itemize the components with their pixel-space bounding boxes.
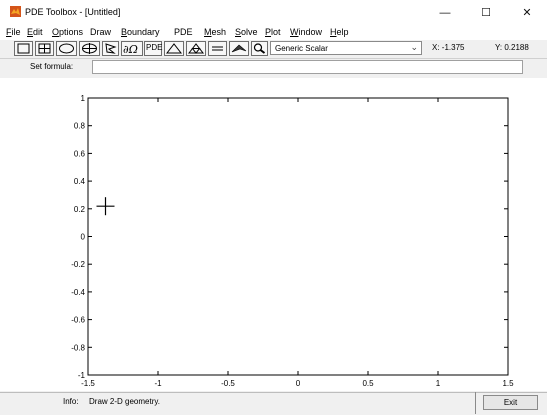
menu-window[interactable]: Window [290,27,323,37]
centered-ellipse-icon[interactable] [79,41,100,56]
menu-file[interactable]: File [6,27,21,37]
y-tick-label: 1 [81,94,86,103]
y-tick-label: -0.4 [71,288,85,297]
x-tick-label: 1 [436,379,441,388]
polygon-icon[interactable] [102,41,119,56]
svg-text:∂Ω: ∂Ω [123,43,138,55]
y-coordinate-readout: Y: 0.2188 [495,43,529,52]
drawing-area[interactable]: -1.5 -1 -0.5 0 0.5 1 1.5 1 0.8 0.6 0.4 0.2 0 -0.2 -0.… [0,78,547,391]
rectangle-icon[interactable] [14,41,33,56]
x-tick-label: -1.5 [81,379,95,388]
menu-solve[interactable]: Solve [235,27,258,37]
y-tick-label: -0.2 [71,260,85,269]
exit-button[interactable]: Exit [483,395,538,410]
matlab-logo-icon [10,6,21,17]
x-tick-label: 0 [296,379,301,388]
zoom-icon[interactable] [251,41,268,56]
minimize-button[interactable]: — [439,7,451,19]
y-tick-label: 0 [81,233,86,242]
y-tick-label: -0.6 [71,316,85,325]
menu-plot[interactable]: Plot [265,27,281,37]
centered-rectangle-icon[interactable] [35,41,54,56]
menu-edit[interactable]: Edit [27,27,43,37]
menu-mesh[interactable]: Mesh [204,27,227,37]
y-tick-label: -1 [78,371,86,380]
maximize-button[interactable]: ☐ [481,7,491,19]
plot-axes[interactable]: -1.5 -1 -0.5 0 0.5 1 1.5 10.80.60.40.20-0.2-0.… [0,78,547,391]
menu-pde[interactable]: PDE [174,27,193,37]
info-label: Info: [63,397,79,406]
menu-boundary[interactable]: Boundary [121,27,160,37]
y-tick-label: 0.8 [74,122,86,131]
x-tick-label: 0.5 [362,379,374,388]
solve-pde-icon[interactable] [229,41,249,56]
status-divider [475,392,476,414]
info-text: Draw 2-D geometry. [89,397,160,406]
x-coordinate-readout: X: -1.375 [432,43,465,52]
pde-button[interactable]: PDE [144,41,162,56]
close-button[interactable]: ✕ [522,7,532,19]
y-tick-label: 0.6 [74,149,86,158]
title-bar: PDE Toolbox - [Untitled] — ☐ ✕ [0,0,547,26]
status-bar [0,392,547,415]
x-tick-label: -0.5 [221,379,235,388]
set-formula-input[interactable] [92,60,523,74]
equals-icon[interactable] [208,41,227,56]
window-title: PDE Toolbox - [Untitled] [25,7,121,17]
menu-bar: File Edit Options Draw Boundary PDE Mesh… [0,26,547,40]
menu-help[interactable]: Help [330,27,349,37]
mesh-triangle-icon[interactable] [164,41,184,56]
boundary-mode-icon[interactable]: ∂Ω [121,41,143,56]
x-tick-label: -1 [154,379,162,388]
ellipse-icon[interactable] [56,41,77,56]
axes-box [87,97,509,376]
menu-options[interactable]: Options [52,27,84,37]
y-tick-label: 0.4 [74,177,86,186]
chevron-down-icon: ⌄ [410,42,418,52]
x-tick-label: 1.5 [502,379,514,388]
menu-draw[interactable]: Draw [90,27,112,37]
refine-mesh-icon[interactable] [186,41,206,56]
y-tick-label: -0.8 [71,343,85,352]
application-mode-select[interactable]: Generic Scalar ⌄ [270,41,422,55]
y-tick-label: 0.2 [74,205,86,214]
set-formula-label: Set formula: [30,62,74,71]
